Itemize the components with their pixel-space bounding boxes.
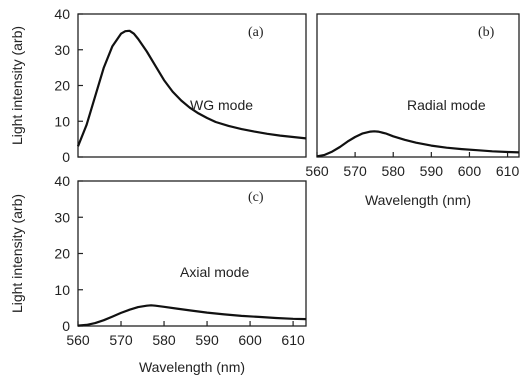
panel-c-frame xyxy=(77,180,307,327)
panel-b-xtick-label: 560 xyxy=(305,163,329,179)
panel-a-ytick-label: 30 xyxy=(54,42,70,58)
panel-a-ytick-label: 20 xyxy=(54,78,70,94)
panel-c-xtick-label: 560 xyxy=(66,332,90,348)
panel-c-xtick-label: 590 xyxy=(195,332,219,348)
panel-b-xtick-label: 590 xyxy=(420,163,444,179)
panel-c-ytick-label: 20 xyxy=(54,246,70,262)
panel-c-ytick-label: 10 xyxy=(54,282,70,298)
panel-c-xlabel: Wavelength (nm) xyxy=(139,359,245,375)
panel-c-xtick-label: 610 xyxy=(281,332,305,348)
panel-c-mode-label: Axial mode xyxy=(180,264,249,280)
panel-a-tag: (a) xyxy=(248,25,264,40)
panel-a-ytick-label: 40 xyxy=(54,6,70,22)
panel-a-mode-label: WG mode xyxy=(190,97,253,113)
panel-a-frame xyxy=(77,13,307,158)
panel-a-ytick-label: 10 xyxy=(54,113,70,129)
panel-c-xtick-label: 570 xyxy=(109,332,133,348)
panel-b-frame xyxy=(316,13,520,158)
panel-a-ylabel: Light intensity (arb) xyxy=(9,26,25,145)
panel-b-xtick-label: 610 xyxy=(496,163,520,179)
panel-b-xtick-label: 580 xyxy=(382,163,406,179)
panel-b-xtick-label: 600 xyxy=(458,163,482,179)
panel-c-series-line xyxy=(77,304,307,327)
panel-b-mode-label: Radial mode xyxy=(407,97,486,113)
panel-c-ytick-label: 40 xyxy=(54,173,70,189)
panel-b-tag: (b) xyxy=(478,25,495,40)
panel-c-tag: (c) xyxy=(248,190,264,205)
panel-a-series-line xyxy=(76,29,307,147)
panel-c-ylabel: Light intensity (arb) xyxy=(9,194,25,313)
panel-b-xtick-label: 570 xyxy=(343,163,367,179)
panel-b-series-line xyxy=(316,130,520,158)
panel-c-ytick-label: 0 xyxy=(62,318,70,334)
panel-c-xtick-label: 600 xyxy=(238,332,262,348)
panel-b-xlabel: Wavelength (nm) xyxy=(365,192,471,208)
panel-c-xtick-label: 580 xyxy=(152,332,176,348)
panel-c-ytick-label: 30 xyxy=(54,209,70,225)
panel-a-ytick-label: 0 xyxy=(62,149,70,165)
